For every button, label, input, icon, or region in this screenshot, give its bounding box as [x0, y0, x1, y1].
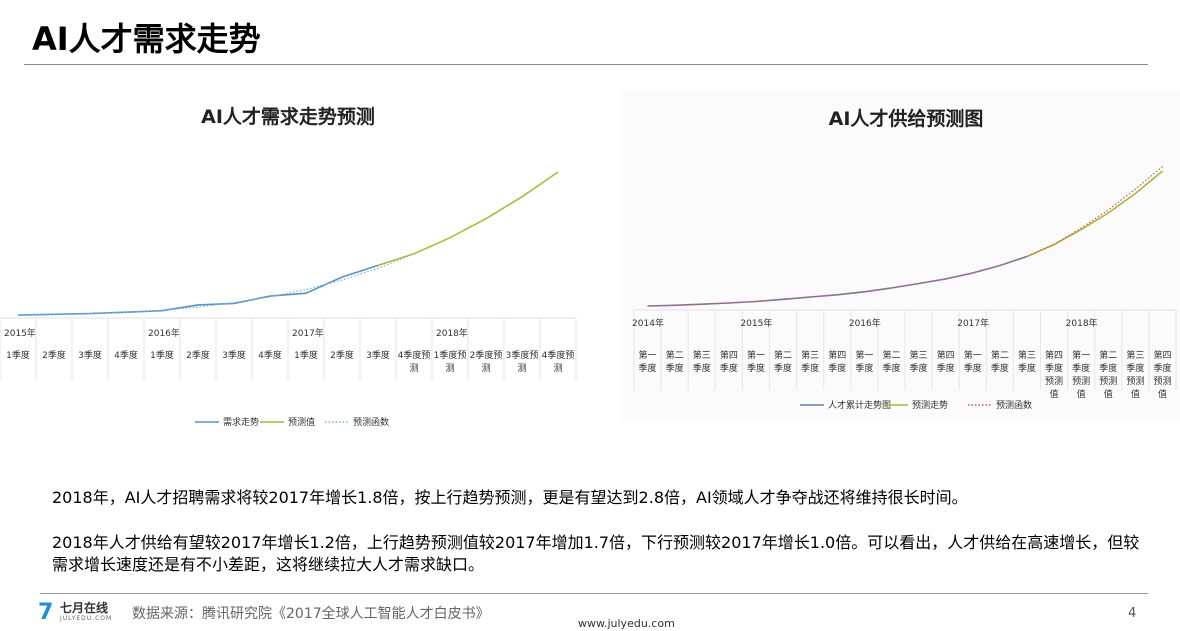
data-source: 数据来源：腾讯研究院《2017全球人工智能人才白皮书》	[132, 606, 490, 622]
legend-label: 预测函数	[353, 416, 389, 428]
x-tick-label: 第一季度预测值	[1072, 349, 1090, 400]
supply-chart: AI人才供给预测图 2014年 第一季度 第二季度 第三季度 第四季度 2015年 第一季度第…	[620, 90, 1180, 420]
x-tick-label: 2季度	[42, 349, 66, 361]
paragraph-demand: 2018年，AI人才招聘需求将较2017年增长1.8倍，按上行趋势预测，更是有望…	[52, 488, 968, 507]
x-year-label: 2018年	[436, 327, 468, 339]
x-tick-label: 第一季度	[747, 349, 765, 374]
x-year-label: 2015年	[4, 327, 36, 339]
x-year-label: 2017年	[292, 327, 324, 339]
x-year-label: 2018年	[1066, 317, 1098, 329]
x-tick-label: 1季度	[6, 349, 30, 361]
logo-mark: 7	[38, 600, 54, 625]
demand-chart: AI人才需求走势预测 2015年 1季度 2季度 3季度 4季度 2016年 1季度 2季度 3季…	[0, 90, 600, 450]
x-tick-label: 1季度	[150, 349, 174, 361]
x-tick-label: 3季度	[366, 349, 390, 361]
x-tick-label: 第二季度预测值	[1099, 349, 1117, 400]
x-tick-label: 第一季度	[639, 349, 657, 374]
x-tick-label: 第三季度预测值	[1126, 349, 1144, 400]
paragraph-supply: 2018年人才供给有望较2017年增长1.2倍，上行趋势预测值较2017年增加1…	[52, 533, 1140, 574]
x-tick-label: 第四季度	[828, 349, 846, 374]
x-tick-label: 第四季度预测值	[1045, 349, 1063, 400]
x-tick-label: 1季度预测	[434, 349, 467, 374]
x-year-label: 2014年	[632, 317, 664, 329]
x-tick-label: 第三季度	[693, 349, 711, 374]
demand-chart-svg: AI人才需求走势预测 2015年 1季度 2季度 3季度 4季度 2016年 1季度 2季度 3季…	[0, 105, 577, 428]
x-year-label: 2016年	[148, 327, 180, 339]
x-tick-label: 4季度	[258, 349, 282, 361]
logo: 7 七月在线 JULYEDU.COM	[38, 602, 118, 624]
logo-name: 七月在线	[60, 601, 109, 615]
x-tick-label: 第二季度	[991, 349, 1009, 374]
x-tick-label: 第二季度	[882, 349, 900, 374]
chart-title: AI人才需求走势预测	[201, 105, 375, 128]
page-title: AI人才需求走势	[32, 20, 261, 58]
series-line-1	[1026, 170, 1164, 258]
x-tick-label: 第一季度	[964, 349, 982, 374]
x-tick-label: 4季度	[114, 349, 138, 361]
x-tick-label: 1季度	[294, 349, 318, 361]
legend-label: 人才累计走势图	[828, 399, 891, 411]
logo-subtitle: JULYEDU.COM	[60, 615, 113, 622]
chart-title: AI人才供给预测图	[829, 107, 984, 130]
x-tick-label: 第四季度	[937, 349, 955, 374]
website: www.julyedu.com	[578, 617, 675, 630]
x-tick-label: 3季度	[78, 349, 102, 361]
x-tick-label: 第三季度	[801, 349, 819, 374]
x-year-label: 2017年	[957, 317, 989, 329]
page-number: 4	[1128, 606, 1137, 621]
legend-label: 预测值	[288, 416, 315, 428]
x-tick-label: 2季度	[186, 349, 210, 361]
x-tick-label: 第二季度	[666, 349, 684, 374]
x-tick-label: 第二季度	[774, 349, 792, 374]
x-tick-label: 第一季度	[855, 349, 873, 374]
x-tick-label: 3季度预测	[506, 349, 539, 374]
series-line-0	[17, 264, 379, 316]
legend-label: 需求走势	[223, 416, 259, 428]
x-tick-label: 2季度预测	[470, 349, 503, 374]
series-line-0	[647, 255, 1028, 307]
x-year-label: 2016年	[849, 317, 881, 329]
supply-chart-svg: AI人才供给预测图2014年第一季度第二季度第三季度第四季度2015年第一季度第…	[632, 107, 1177, 411]
x-tick-label: 4季度预测	[542, 349, 575, 374]
x-tick-label: 2季度	[330, 349, 354, 361]
x-tick-label: 3季度	[222, 349, 246, 361]
x-tick-label: 4季度预测	[398, 349, 431, 374]
x-tick-label: 第四季度预测值	[1153, 349, 1171, 400]
series-line-1	[377, 171, 559, 267]
x-year-label: 2015年	[740, 317, 772, 329]
legend-label: 预测函数	[996, 399, 1032, 411]
legend-label: 预测走势	[912, 399, 948, 411]
title-divider	[24, 64, 1148, 65]
footer-divider	[40, 593, 1148, 594]
x-tick-label: 第三季度	[910, 349, 928, 374]
series-line-2	[17, 253, 415, 316]
x-tick-label: 第三季度	[1018, 349, 1036, 374]
x-tick-label: 第四季度	[720, 349, 738, 374]
